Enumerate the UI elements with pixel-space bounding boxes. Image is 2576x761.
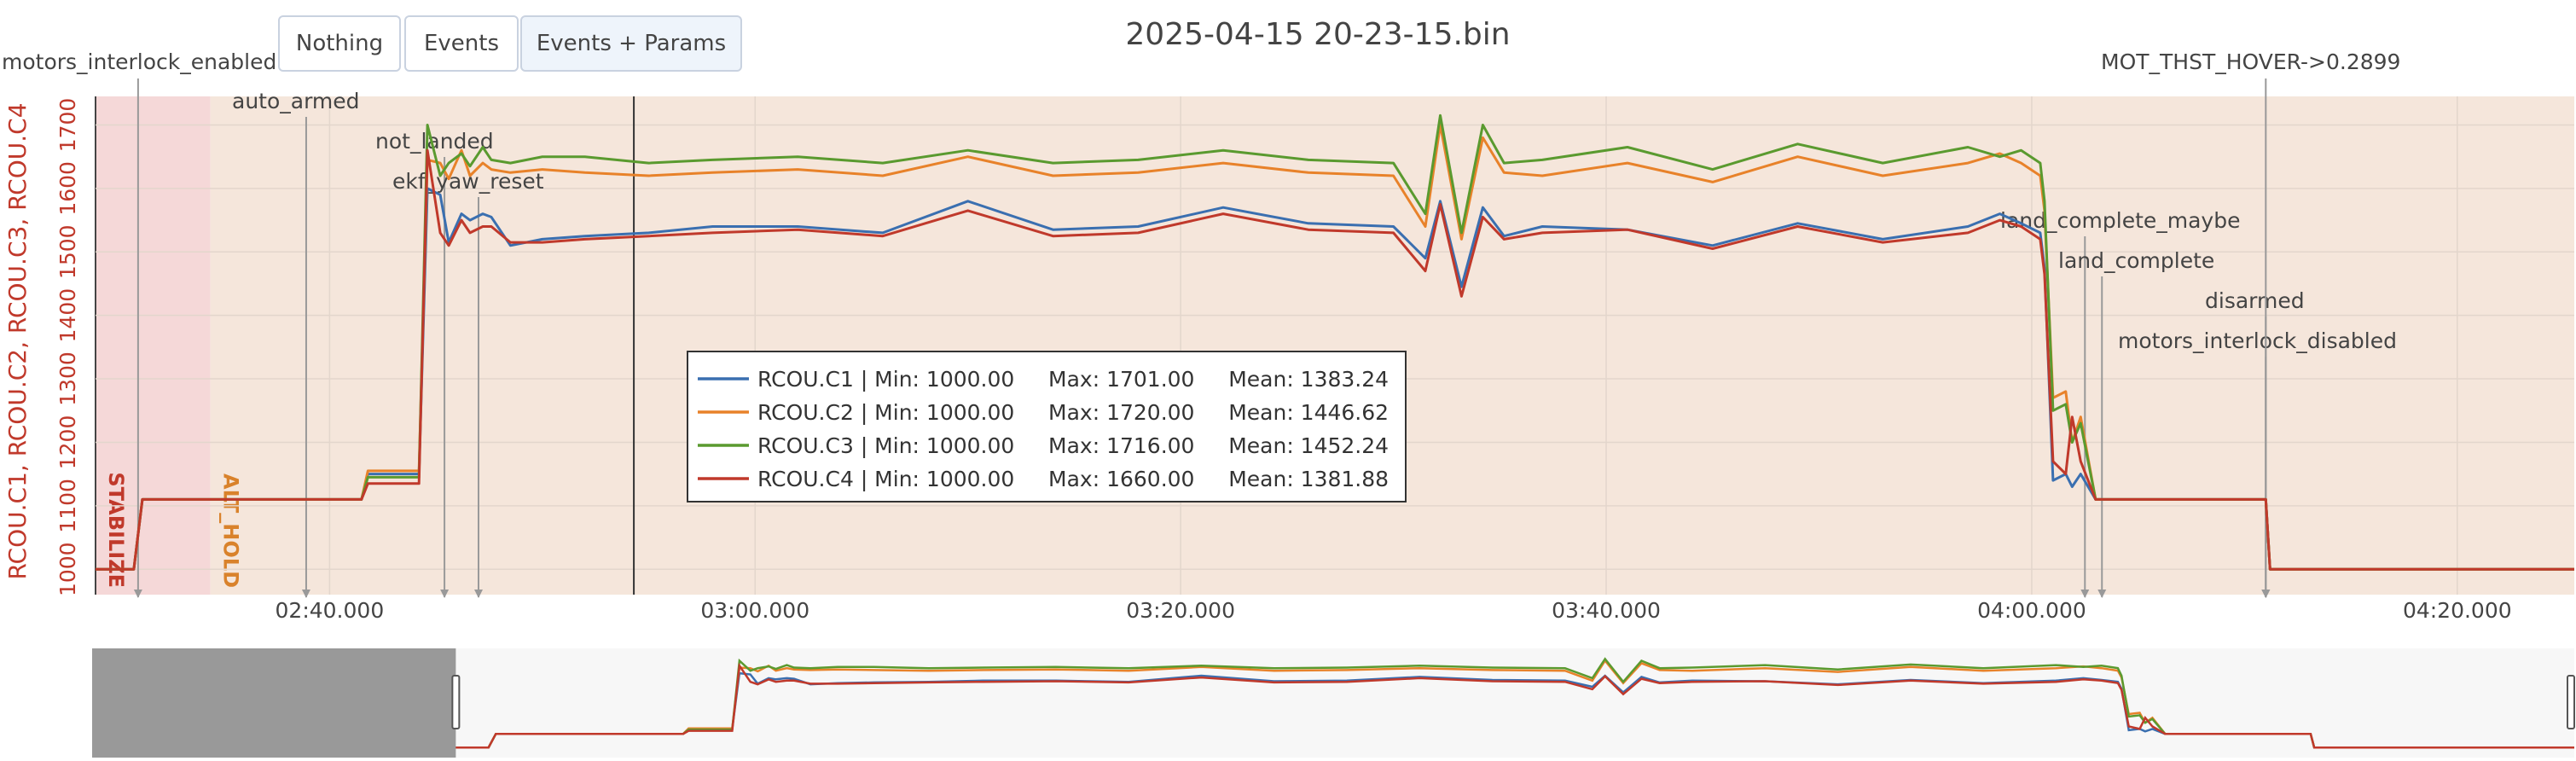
- y-tick-label: 1400: [55, 288, 80, 343]
- legend: RCOU.C1 | Min: 1000.00 Max: 1701.00 Mean…: [687, 351, 1407, 502]
- plot-background: STABILIZE ALT_HOLD: [95, 96, 2574, 595]
- grid: [96, 96, 2574, 595]
- series-line: [96, 113, 2574, 571]
- event-marker-arrow: [301, 590, 310, 598]
- y-tick-label: 1600: [55, 161, 80, 216]
- event-marker-arrow: [2097, 590, 2107, 598]
- x-tick-label: 03:00.000: [700, 598, 809, 623]
- range-navigator[interactable]: [92, 648, 2575, 758]
- x-tick-label: 03:40.000: [1552, 598, 1661, 623]
- series-line: [96, 148, 2574, 571]
- event-label: land_complete_maybe: [2000, 208, 2240, 233]
- event-marker-arrow: [2080, 590, 2090, 598]
- legend-entry: RCOU.C1 | Min: 1000.00 Max: 1701.00 Mean…: [757, 367, 1389, 392]
- y-tick-label: 1200: [55, 415, 80, 470]
- event-label: motors_interlock_enabled: [2, 49, 276, 74]
- navigator-series-line: [92, 662, 2574, 749]
- legend-box: [687, 351, 1407, 502]
- events-button[interactable]: Events: [404, 15, 519, 72]
- legend-entry: RCOU.C3 | Min: 1000.00 Max: 1716.00 Mean…: [757, 433, 1389, 458]
- event-marker-arrow: [473, 590, 483, 598]
- navigator-unselected-mask: [92, 648, 456, 758]
- y-tick-label: 1300: [55, 351, 80, 406]
- x-tick-label: 02:40.000: [276, 598, 385, 623]
- events-params-button[interactable]: Events + Params: [520, 15, 742, 72]
- chart-title: 2025-04-15 20-23-15.bin: [1125, 17, 1510, 52]
- x-axis-ticks: 02:40.000 03:00.000 03:20.000 03:40.000 04:0…: [276, 598, 2512, 623]
- flight-mode-band: [96, 96, 211, 595]
- event-label: disarmed: [2205, 288, 2305, 313]
- flight-mode-band: [210, 96, 2574, 595]
- nothing-button[interactable]: Nothing: [278, 15, 401, 72]
- event-marker-arrow: [2261, 590, 2271, 598]
- event-label: motors_interlock_disabled: [2118, 328, 2397, 353]
- y-tick-label: 1700: [55, 98, 80, 153]
- navigator-series-line: [92, 657, 2574, 749]
- event-label: MOT_THST_HOVER->0.2899: [2101, 49, 2400, 74]
- x-tick-label: 04:20.000: [2403, 598, 2512, 623]
- y-axis-label: RCOU.C1, RCOU.C2, RCOU.C3, RCOU.C4: [3, 102, 32, 579]
- y-tick-label: 1100: [55, 479, 80, 533]
- x-tick-label: 03:20.000: [1126, 598, 1235, 623]
- navigator-left-handle[interactable]: [451, 675, 461, 729]
- event-markers: motors_interlock_enabledauto_armednot_la…: [2, 49, 2400, 598]
- series-lines: [96, 113, 2574, 571]
- event-label: auto_armed: [232, 89, 360, 113]
- x-tick-label: 04:00.000: [1977, 598, 2086, 623]
- legend-entry: RCOU.C2 | Min: 1000.00 Max: 1720.00 Mean…: [757, 400, 1389, 425]
- navigator-right-handle[interactable]: [2567, 675, 2575, 729]
- y-axis-ticks: 1000 1100 1200 1300 1400 1500 1600 1700: [55, 98, 80, 596]
- y-tick-label: 1000: [55, 542, 80, 596]
- event-label: land_complete: [2058, 248, 2214, 273]
- event-marker-arrow: [133, 590, 142, 598]
- event-marker-arrow: [440, 590, 450, 598]
- legend-entry: RCOU.C4 | Min: 1000.00 Max: 1660.00 Mean…: [757, 467, 1389, 491]
- navigator-background: [92, 648, 2574, 758]
- y-tick-label: 1500: [55, 224, 80, 279]
- flight-mode-label: ALT_HOLD: [219, 473, 243, 588]
